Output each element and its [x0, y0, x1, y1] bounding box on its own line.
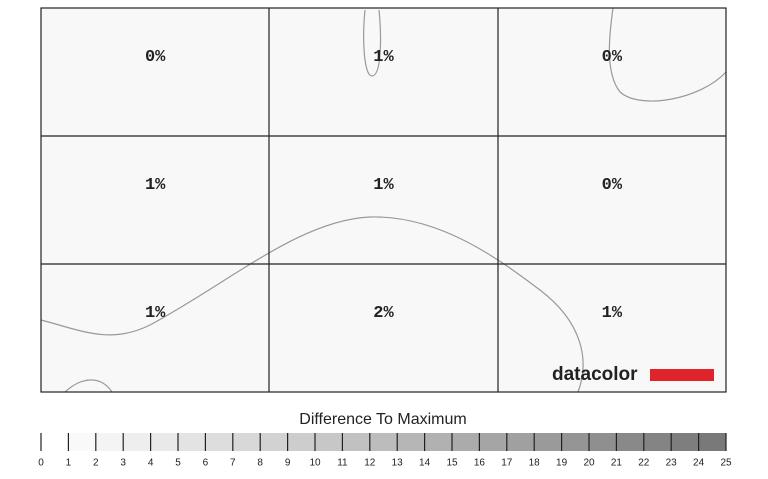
- scale-tick-label: 14: [419, 458, 431, 469]
- cell-value: 0%: [602, 48, 623, 67]
- scale-tick-label: 16: [474, 458, 486, 469]
- scale-segment: [150, 433, 178, 451]
- scale-tick-label: 5: [175, 458, 181, 469]
- scale-tick-label: 19: [556, 458, 568, 469]
- scale-segment: [643, 433, 672, 451]
- contour-line: [64, 379, 113, 393]
- cell-value: 1%: [602, 304, 623, 323]
- cell-value: 1%: [145, 176, 166, 195]
- scale-tick-label: 4: [148, 458, 154, 469]
- scale-segment: [424, 433, 452, 451]
- cell-value: 2%: [373, 304, 394, 323]
- scale-tick-label: 7: [230, 458, 236, 469]
- scale-segment: [178, 433, 206, 451]
- scale-tick-label: 0: [38, 458, 44, 469]
- scale-tick-label: 2: [93, 458, 99, 469]
- contour-line: [363, 9, 382, 77]
- scale-segment: [287, 433, 315, 451]
- scale-tick-label: 20: [583, 458, 595, 469]
- brand-logo: datacolor: [552, 364, 638, 385]
- contours: [40, 7, 727, 393]
- scale-segment: [479, 433, 507, 451]
- cell-value: 0%: [145, 48, 166, 67]
- contour-line: [40, 216, 584, 393]
- scale-tick-label: 8: [257, 458, 263, 469]
- scale-segment: [561, 433, 589, 451]
- grid: [40, 7, 727, 393]
- scale-tick-label: 15: [446, 458, 458, 469]
- scale-segment: [506, 433, 535, 451]
- scale-title: Difference To Maximum: [299, 411, 466, 428]
- scale-segment: [95, 433, 124, 451]
- scale-tick-label: 12: [364, 458, 376, 469]
- scale-tick-label: 24: [693, 458, 705, 469]
- scale-tick-label: 25: [720, 458, 732, 469]
- scale-tick-label: 23: [666, 458, 678, 469]
- scale-tick-label: 3: [120, 458, 126, 469]
- cell-value: 0%: [602, 176, 623, 195]
- scale-segment: [315, 433, 343, 451]
- scale-segment: [589, 433, 617, 451]
- cell-value: 1%: [145, 304, 166, 323]
- scale-segment: [671, 433, 699, 451]
- cell-value: 1%: [373, 176, 394, 195]
- scale-segment: [342, 433, 370, 451]
- scale-tick-label: 9: [285, 458, 291, 469]
- scale-tick-label: 1: [66, 458, 72, 469]
- brand-bar: [650, 369, 714, 381]
- scale-segment: [534, 433, 562, 451]
- scale-segment: [123, 433, 151, 451]
- scale-tick-label: 21: [611, 458, 623, 469]
- scale-segment: [41, 433, 69, 451]
- scale-segment: [205, 433, 233, 451]
- scale-tick-label: 18: [529, 458, 541, 469]
- scale-segment: [260, 433, 288, 451]
- scale-segment: [68, 433, 96, 451]
- scale-tick-label: 13: [392, 458, 404, 469]
- scale-segment: [452, 433, 480, 451]
- scale-segment: [369, 433, 398, 451]
- scale-tick-label: 6: [203, 458, 209, 469]
- scale-tick-label: 11: [337, 458, 348, 469]
- scale-segment: [616, 433, 644, 451]
- scale-tick-label: 17: [501, 458, 513, 469]
- scale-segment: [397, 433, 425, 451]
- scale-segment: [232, 433, 261, 451]
- grid-border: [40, 7, 727, 393]
- scale-segment: [698, 433, 726, 451]
- scale-tick-label: 22: [638, 458, 650, 469]
- cell-value: 1%: [373, 48, 394, 67]
- scale-tick-label: 10: [309, 458, 321, 469]
- contour-line: [608, 7, 727, 102]
